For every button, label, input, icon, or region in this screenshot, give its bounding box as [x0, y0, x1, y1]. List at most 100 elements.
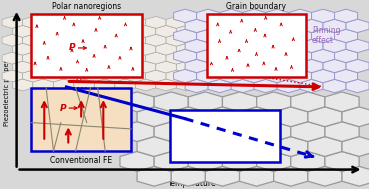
Polygon shape [84, 34, 104, 46]
Polygon shape [54, 61, 74, 73]
Text: Coarse grains: Coarse grains [256, 129, 316, 138]
Polygon shape [94, 79, 115, 91]
Polygon shape [54, 43, 74, 55]
Polygon shape [23, 16, 43, 28]
Polygon shape [335, 49, 358, 63]
Polygon shape [291, 92, 325, 112]
Polygon shape [74, 43, 94, 55]
Polygon shape [135, 61, 156, 73]
Polygon shape [12, 25, 33, 37]
Polygon shape [156, 43, 176, 55]
Polygon shape [274, 107, 308, 127]
Polygon shape [346, 39, 369, 53]
Polygon shape [289, 49, 311, 63]
Polygon shape [176, 61, 197, 73]
Polygon shape [323, 19, 346, 33]
Polygon shape [185, 39, 208, 53]
Polygon shape [300, 39, 323, 53]
Polygon shape [274, 166, 308, 186]
Text: P: P [69, 43, 75, 52]
Polygon shape [289, 29, 311, 43]
Polygon shape [33, 43, 54, 55]
Polygon shape [254, 19, 277, 33]
Polygon shape [220, 69, 242, 83]
Text: Pinning
effect: Pinning effect [312, 26, 340, 45]
Polygon shape [197, 29, 220, 43]
Polygon shape [220, 49, 242, 63]
Polygon shape [323, 79, 346, 93]
Polygon shape [208, 59, 231, 73]
Polygon shape [43, 52, 63, 64]
Polygon shape [335, 29, 358, 43]
Polygon shape [335, 69, 358, 83]
Polygon shape [154, 151, 188, 171]
Polygon shape [242, 69, 266, 83]
Polygon shape [174, 9, 197, 22]
Polygon shape [239, 166, 274, 186]
Polygon shape [242, 29, 266, 43]
Text: Fine grains: Fine grains [256, 96, 305, 105]
Polygon shape [115, 25, 135, 37]
Polygon shape [188, 151, 223, 171]
Polygon shape [256, 151, 291, 171]
Polygon shape [2, 70, 23, 82]
Text: Grain boundary: Grain boundary [227, 2, 286, 11]
Polygon shape [125, 70, 146, 82]
Polygon shape [104, 70, 125, 82]
Polygon shape [33, 79, 54, 91]
Polygon shape [346, 59, 369, 73]
Polygon shape [176, 43, 197, 55]
Polygon shape [63, 16, 84, 28]
Polygon shape [206, 166, 239, 186]
Polygon shape [185, 19, 208, 33]
Polygon shape [325, 122, 359, 142]
Polygon shape [188, 92, 223, 112]
Polygon shape [289, 9, 311, 22]
Polygon shape [137, 137, 171, 156]
Polygon shape [206, 107, 239, 127]
Polygon shape [135, 43, 156, 55]
Polygon shape [254, 79, 277, 93]
Polygon shape [166, 52, 187, 64]
Polygon shape [311, 69, 335, 83]
Polygon shape [208, 39, 231, 53]
Polygon shape [125, 52, 146, 64]
Polygon shape [342, 137, 369, 156]
Polygon shape [23, 70, 43, 82]
Bar [31, 14, 142, 77]
Polygon shape [174, 69, 197, 83]
Polygon shape [346, 19, 369, 33]
Polygon shape [43, 34, 63, 46]
Polygon shape [208, 19, 231, 33]
Polygon shape [346, 79, 369, 93]
Polygon shape [266, 49, 289, 63]
Polygon shape [291, 122, 325, 142]
Polygon shape [84, 52, 104, 64]
Polygon shape [23, 52, 43, 64]
Polygon shape [311, 49, 335, 63]
Polygon shape [156, 79, 176, 91]
Text: Polar nanoregions: Polar nanoregions [52, 2, 121, 11]
Polygon shape [23, 34, 43, 46]
Polygon shape [266, 29, 289, 43]
Polygon shape [171, 107, 206, 127]
Text: Temperature: Temperature [168, 179, 216, 188]
Polygon shape [300, 19, 323, 33]
Polygon shape [274, 137, 308, 156]
Polygon shape [12, 61, 33, 73]
Polygon shape [137, 166, 171, 186]
Polygon shape [115, 43, 135, 55]
Polygon shape [188, 122, 223, 142]
Polygon shape [277, 59, 300, 73]
Polygon shape [2, 52, 23, 64]
Polygon shape [135, 79, 156, 91]
Polygon shape [146, 34, 166, 46]
Polygon shape [174, 49, 197, 63]
Polygon shape [206, 137, 239, 156]
Polygon shape [254, 39, 277, 53]
Polygon shape [125, 16, 146, 28]
Text: Piezoelectric property: Piezoelectric property [4, 53, 10, 126]
Polygon shape [254, 59, 277, 73]
Polygon shape [146, 70, 166, 82]
Polygon shape [239, 107, 274, 127]
